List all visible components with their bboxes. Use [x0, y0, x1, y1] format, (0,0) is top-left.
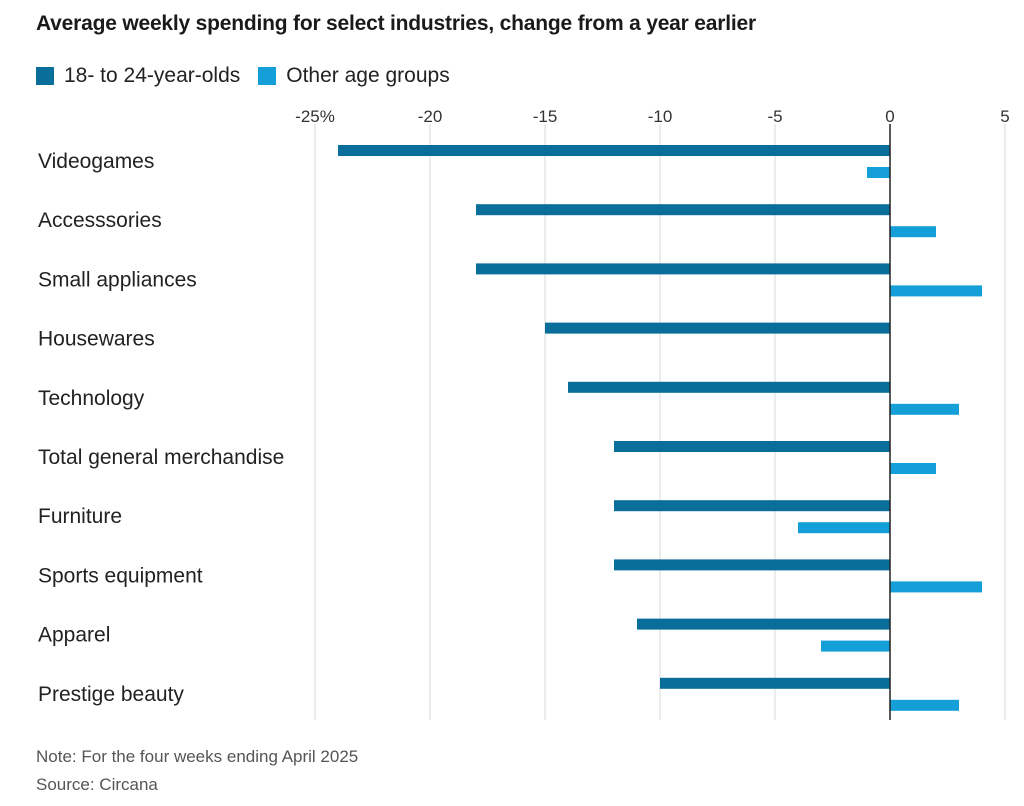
- category-label: Apparel: [38, 624, 110, 647]
- bar-series-b: [890, 699, 959, 711]
- bar-series-b: [798, 522, 890, 534]
- category-label: Small appliances: [38, 268, 197, 291]
- x-tick-label: -25%: [295, 107, 335, 126]
- x-tick-label: -5: [767, 107, 782, 126]
- footnote: Note: For the four weeks ending April 20…: [36, 743, 358, 799]
- x-tick-label: -15: [533, 107, 558, 126]
- bar-series-a: [614, 441, 890, 452]
- x-tick-label: 5: [1000, 107, 1009, 126]
- bar-series-a: [637, 618, 890, 630]
- source-text: Source: Circana: [36, 775, 158, 794]
- bar-series-a: [614, 559, 890, 571]
- bar-series-a: [660, 677, 890, 689]
- bar-series-b: [890, 581, 982, 593]
- bar-series-a: [568, 381, 890, 393]
- x-tick-label: 0: [885, 107, 894, 126]
- category-label: Housewares: [38, 328, 155, 351]
- legend-label-series-a: 18- to 24-year-olds: [64, 64, 241, 87]
- legend-label-series-b: Other age groups: [286, 64, 450, 87]
- legend: 18- to 24-year-olds Other age groups: [36, 64, 468, 88]
- chart-title: Average weekly spending for select indus…: [36, 12, 756, 35]
- category-label: Prestige beauty: [38, 683, 184, 706]
- legend-item-series-a: 18- to 24-year-olds: [36, 64, 240, 88]
- bar-series-a: [476, 204, 890, 216]
- bar-series-a: [338, 145, 890, 156]
- bar-series-b: [890, 226, 936, 238]
- x-tick-label: -10: [648, 107, 673, 126]
- legend-item-series-b: Other age groups: [258, 64, 450, 88]
- x-tick-label: -20: [418, 107, 443, 126]
- bar-series-b: [890, 403, 959, 415]
- category-label: Sports equipment: [38, 564, 203, 587]
- bar-series-b: [821, 640, 890, 652]
- bar-series-a: [476, 263, 890, 275]
- category-label: Videogames: [38, 150, 154, 173]
- bar-series-b: [867, 167, 890, 178]
- bar-series-a: [545, 322, 890, 334]
- note-text: Note: For the four weeks ending April 20…: [36, 747, 359, 766]
- bar-series-b: [890, 463, 936, 474]
- bar-series-b: [890, 285, 982, 297]
- category-label: Total general merchandise: [38, 446, 284, 469]
- category-label: Technology: [38, 387, 145, 410]
- bar-series-a: [614, 500, 890, 512]
- category-label: Accesssories: [38, 209, 162, 232]
- legend-swatch-series-a: [36, 67, 54, 85]
- category-label: Furniture: [38, 505, 122, 528]
- legend-swatch-series-b: [258, 67, 277, 85]
